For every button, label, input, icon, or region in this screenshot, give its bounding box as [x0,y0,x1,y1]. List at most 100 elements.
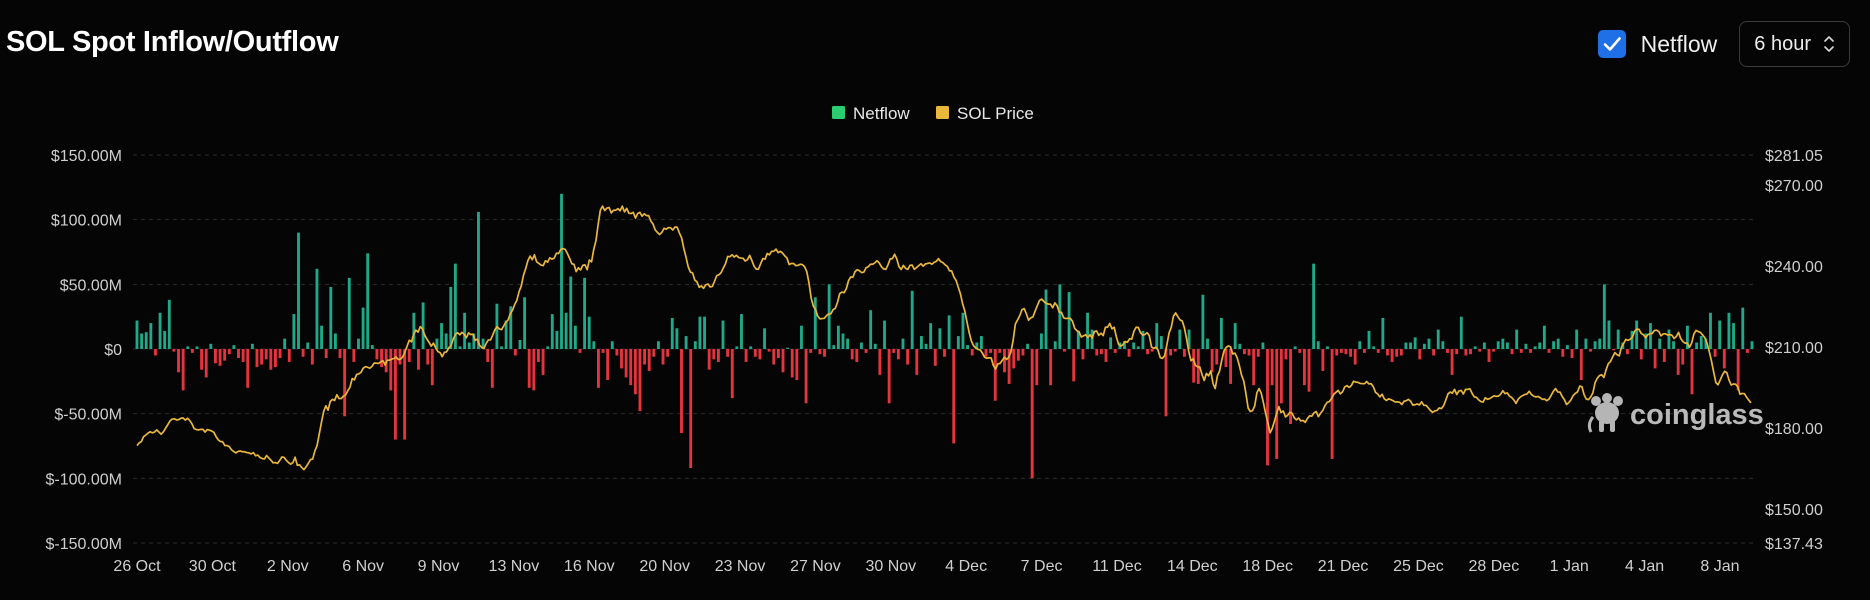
netflow-bar[interactable] [772,349,776,365]
netflow-bar[interactable] [1713,349,1717,357]
netflow-bar[interactable] [1335,349,1339,356]
netflow-bar[interactable] [638,349,642,412]
netflow-bar[interactable] [1676,349,1680,375]
netflow-bar[interactable] [1566,345,1569,349]
netflow-bar[interactable] [430,349,434,386]
netflow-bar[interactable] [154,349,157,356]
netflow-bar[interactable] [1243,349,1246,355]
netflow-bar[interactable] [703,316,706,349]
netflow-bar[interactable] [246,349,250,388]
netflow-bar[interactable] [1067,292,1071,349]
netflow-bar[interactable] [827,284,831,349]
netflow-bar[interactable] [753,349,757,357]
netflow-bar[interactable] [324,349,328,359]
netflow-bar[interactable] [1261,342,1265,349]
netflow-bar[interactable] [1529,349,1532,353]
netflow-bar[interactable] [467,342,471,349]
netflow-bar[interactable] [250,343,254,349]
netflow-bar[interactable] [680,349,683,434]
netflow-bar[interactable] [947,315,951,349]
netflow-bar[interactable] [901,338,905,349]
netflow-bar[interactable] [163,330,167,349]
netflow-bar[interactable] [149,323,153,349]
netflow-bar[interactable] [1206,338,1209,349]
netflow-bar[interactable] [1506,342,1509,349]
netflow-bar[interactable] [1353,349,1357,365]
netflow-bar[interactable] [1441,341,1445,349]
netflow-bar[interactable] [1316,341,1320,349]
netflow-bar[interactable] [707,349,711,370]
netflow-bar[interactable] [776,349,780,359]
netflow-bar[interactable] [1432,349,1436,356]
netflow-bar[interactable] [352,349,356,362]
netflow-bar[interactable] [398,349,402,365]
netflow-bar[interactable] [421,302,425,349]
netflow-bar[interactable] [855,349,859,362]
netflow-bar[interactable] [389,349,393,391]
netflow-bar[interactable] [1136,346,1140,349]
netflow-bar[interactable] [1413,337,1417,349]
netflow-bar[interactable] [763,328,766,349]
netflow-bar[interactable] [1695,342,1699,349]
netflow-bar[interactable] [975,342,979,349]
netflow-bar[interactable] [878,349,882,375]
netflow-bar[interactable] [823,349,826,357]
netflow-bar[interactable] [1367,330,1371,349]
netflow-bar[interactable] [1418,349,1422,360]
netflow-bar[interactable] [809,349,813,353]
netflow-bar[interactable] [463,312,467,349]
netflow-bar[interactable] [1685,325,1689,349]
netflow-bar[interactable] [214,349,217,364]
netflow-bar[interactable] [440,323,443,349]
netflow-bar[interactable] [310,349,314,365]
netflow-bar[interactable] [550,314,554,349]
netflow-bar[interactable] [1362,349,1366,353]
netflow-bar[interactable] [500,346,503,349]
netflow-bar[interactable] [1561,349,1565,357]
netflow-bar[interactable] [989,349,993,353]
netflow-bar[interactable] [260,349,264,365]
netflow-bar[interactable] [832,345,836,349]
netflow-bar[interactable] [1298,349,1302,353]
netflow-bar[interactable] [1492,349,1496,352]
netflow-bar[interactable] [1672,341,1675,349]
netflow-bar[interactable] [883,320,886,349]
netflow-bar[interactable] [278,349,282,359]
netflow-bar[interactable] [1399,349,1403,356]
netflow-bar[interactable] [1275,349,1279,459]
netflow-bar[interactable] [444,333,448,349]
netflow-bar[interactable] [1381,317,1385,349]
netflow-bar[interactable] [1552,341,1556,349]
netflow-bar[interactable] [172,349,176,352]
netflow-bar[interactable] [578,349,582,353]
netflow-bar[interactable] [1390,349,1394,362]
netflow-bar[interactable] [1455,349,1459,355]
netflow-bar[interactable] [924,343,928,349]
netflow-bar[interactable] [292,314,296,349]
netflow-bar[interactable] [546,346,550,349]
netflow-bar[interactable] [1487,349,1491,362]
netflow-bar[interactable] [477,211,480,349]
netflow-bar[interactable] [670,317,674,349]
netflow-bar[interactable] [1026,343,1029,349]
netflow-bar[interactable] [1732,323,1735,349]
netflow-bar[interactable] [1344,349,1348,355]
netflow-bar[interactable] [513,349,517,356]
netflow-bar[interactable] [652,349,656,357]
netflow-bar[interactable] [620,349,623,369]
netflow-bar[interactable] [1127,349,1131,357]
netflow-bar[interactable] [961,312,965,349]
netflow-bar[interactable] [366,253,370,349]
netflow-bar[interactable] [287,349,291,362]
netflow-bar[interactable] [1612,349,1615,351]
netflow-bar[interactable] [966,345,969,349]
netflow-bar[interactable] [453,263,457,349]
netflow-bar[interactable] [1219,317,1223,349]
netflow-bar[interactable] [1450,349,1454,375]
netflow-bar[interactable] [1104,349,1108,362]
netflow-bar[interactable] [560,193,563,349]
netflow-bar[interactable] [297,232,300,349]
netflow-bar[interactable] [449,286,453,349]
netflow-bar[interactable] [887,349,891,404]
netflow-bar[interactable] [357,338,360,349]
